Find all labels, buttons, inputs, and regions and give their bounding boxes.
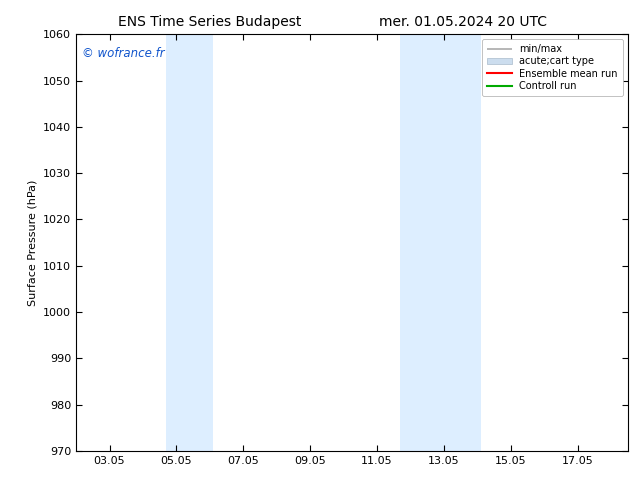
Text: ENS Time Series Budapest: ENS Time Series Budapest (117, 15, 301, 29)
Bar (166, 34, 213, 451)
Text: © wofrance.fr: © wofrance.fr (82, 47, 164, 60)
Legend: min/max, acute;cart type, Ensemble mean run, Controll run: min/max, acute;cart type, Ensemble mean … (482, 39, 623, 96)
Text: mer. 01.05.2024 20 UTC: mer. 01.05.2024 20 UTC (379, 15, 547, 29)
Bar (400, 34, 481, 451)
Y-axis label: Surface Pressure (hPa): Surface Pressure (hPa) (27, 179, 37, 306)
